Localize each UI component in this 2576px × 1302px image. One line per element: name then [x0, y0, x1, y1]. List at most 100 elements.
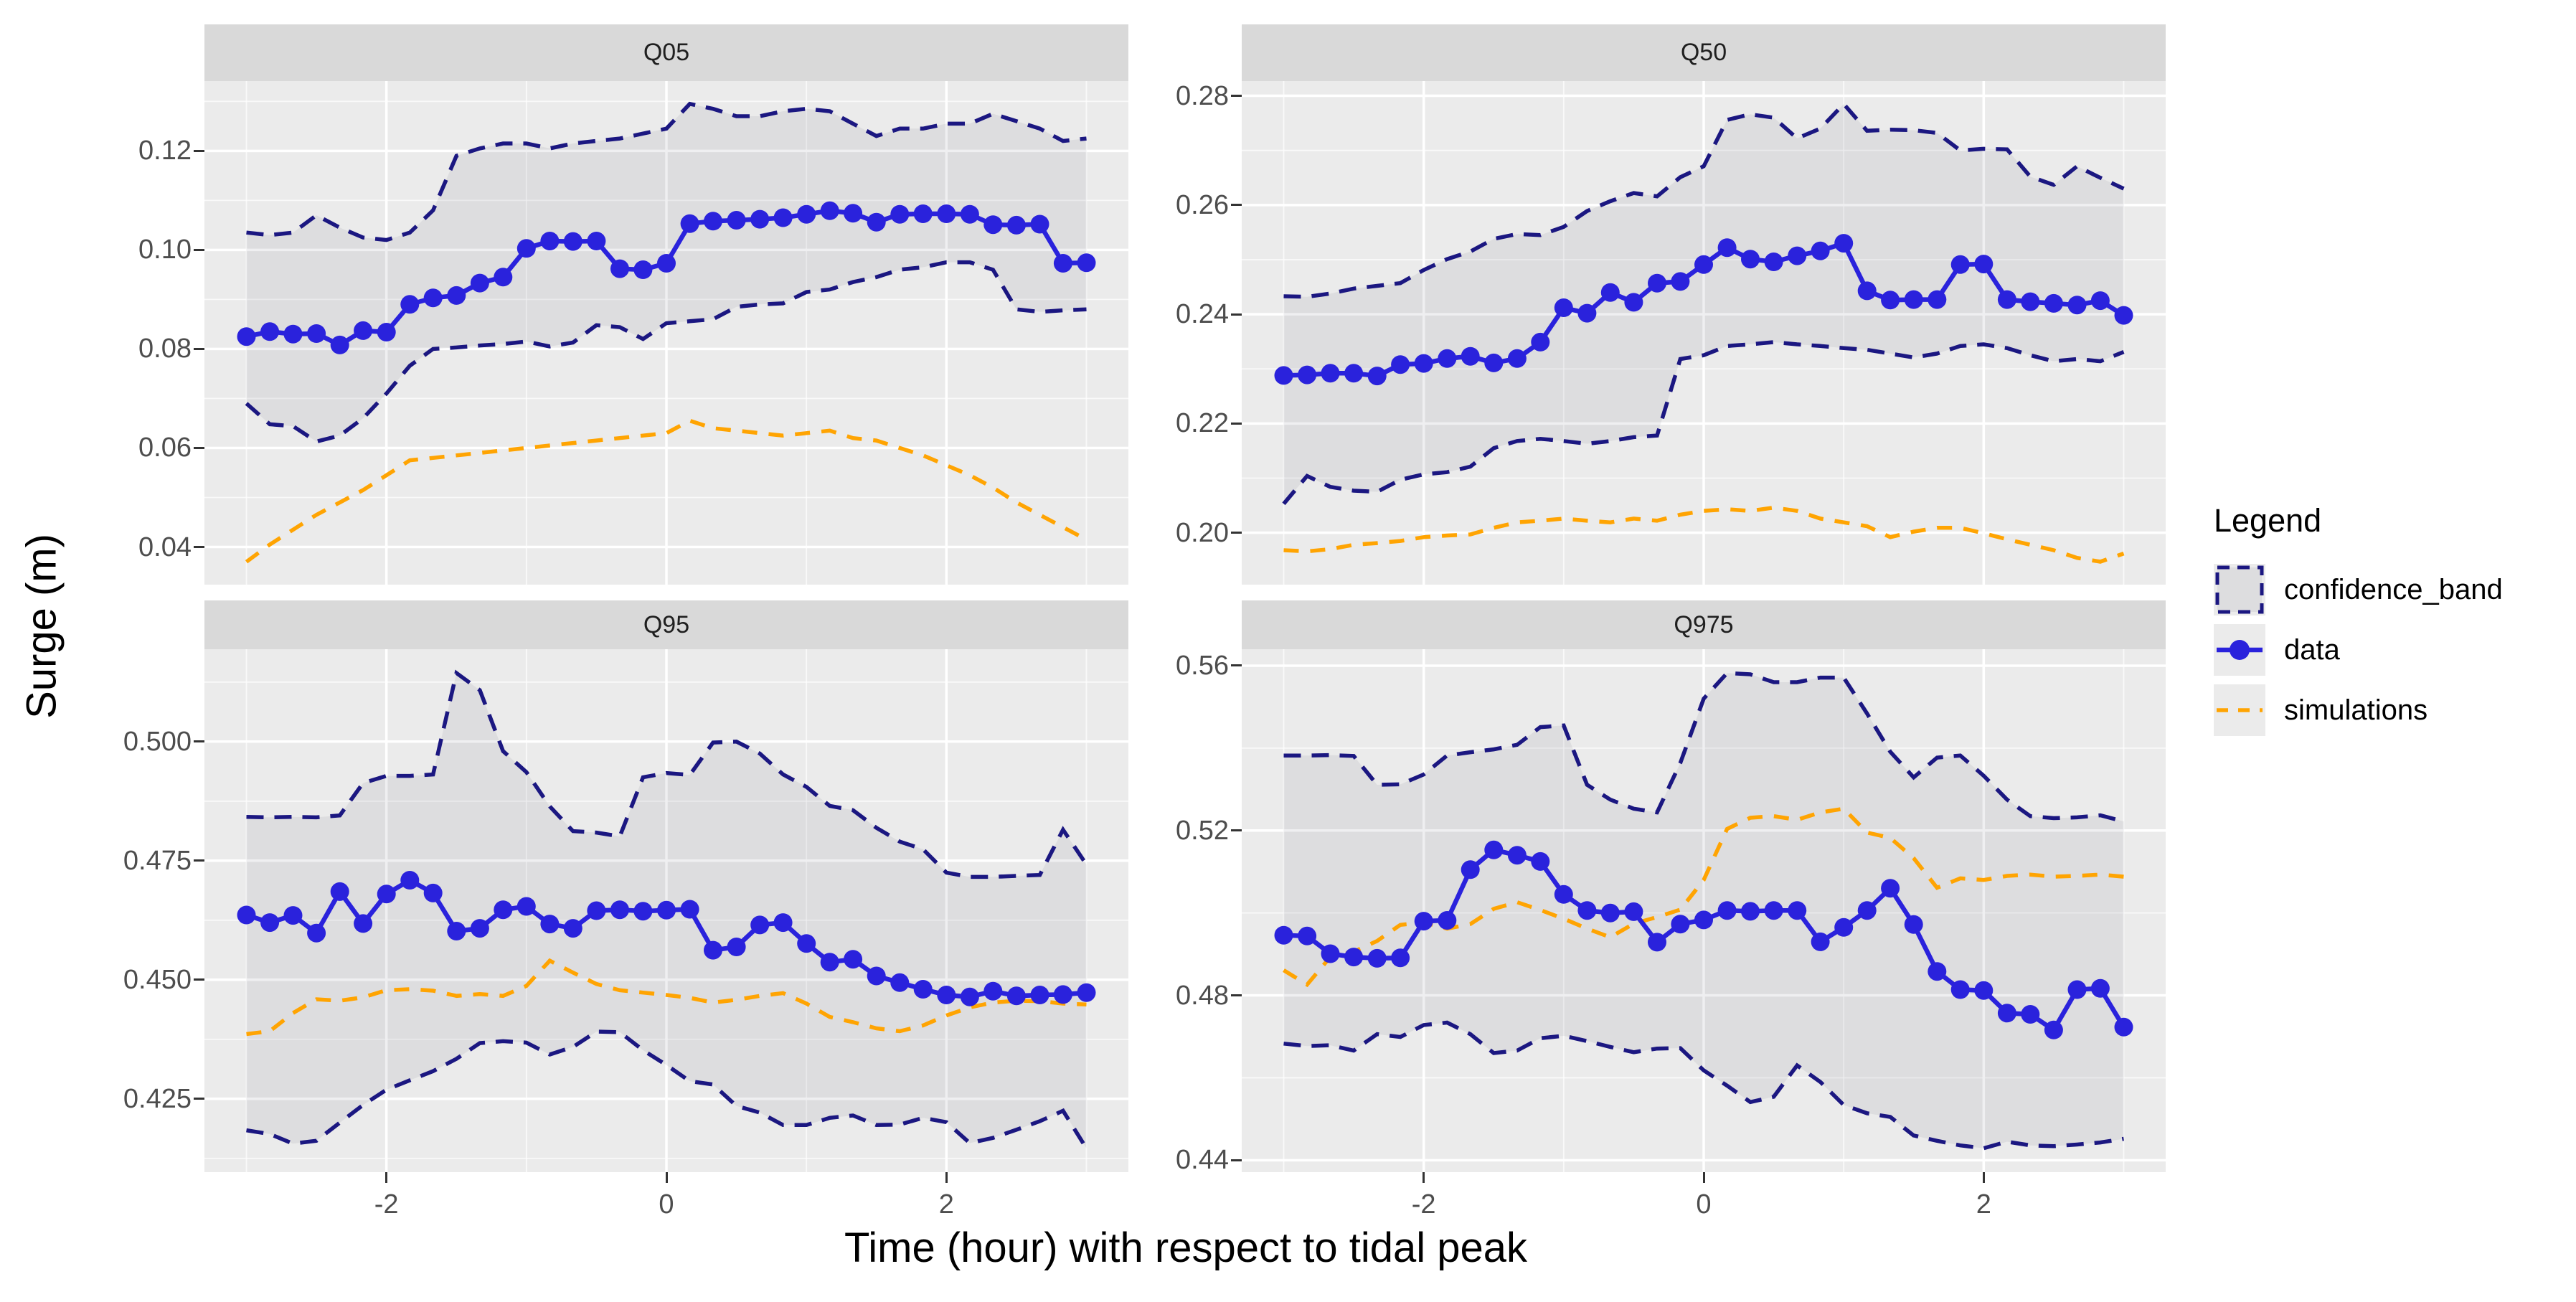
data-point: [1438, 911, 1457, 930]
data-point: [680, 214, 699, 233]
data-point: [2044, 1020, 2063, 1039]
data-point: [1741, 250, 1760, 269]
data-point: [307, 324, 326, 343]
data-point: [1577, 901, 1597, 920]
data-point: [2090, 978, 2110, 998]
data-point: [773, 913, 793, 933]
y-tick-label: 0.24: [1176, 299, 1229, 330]
simulations-key-icon: [2214, 684, 2265, 736]
data-point: [2067, 980, 2087, 999]
y-tick-label: 0.06: [138, 433, 192, 463]
data-point: [1006, 215, 1026, 235]
legend-item-simulations: simulations: [2214, 684, 2573, 736]
y-tick-label: 0.52: [1176, 815, 1229, 846]
data-point: [1811, 932, 1830, 951]
data-point: [890, 204, 910, 224]
data-point: [330, 335, 349, 354]
data-point: [237, 905, 256, 925]
data-point: [1077, 253, 1096, 273]
data-point: [610, 259, 629, 278]
data-point: [2114, 1017, 2133, 1037]
data-point: [610, 900, 629, 920]
legend-item-data: data: [2214, 624, 2573, 676]
data-point: [587, 232, 606, 250]
data-point: [1414, 354, 1433, 373]
data-point: [1030, 214, 1049, 234]
data-point: [1484, 353, 1504, 372]
y-tick-mark: [1231, 664, 1242, 667]
data-point: [494, 268, 513, 287]
y-tick-mark: [194, 859, 204, 862]
y-tick-label: 0.44: [1176, 1145, 1229, 1176]
data-point: [820, 201, 839, 220]
data-point: [2044, 293, 2063, 313]
data-point: [1624, 902, 1643, 921]
data-point: [1321, 364, 1340, 383]
data-point: [540, 232, 560, 250]
y-tick-label: 0.500: [123, 726, 192, 757]
data-point: [260, 913, 280, 933]
x-tick-label: 2: [1976, 1189, 1991, 1220]
data-point: [960, 987, 979, 1006]
data-point: [773, 208, 793, 227]
data-point: [1904, 290, 1923, 309]
data-point: [1053, 254, 1072, 273]
simulations-line: [1283, 505, 2125, 564]
y-tick-label: 0.48: [1176, 980, 1229, 1011]
data-point: [1928, 962, 1947, 981]
data-point: [1006, 986, 1026, 1006]
facet-strip-label: Q975: [1674, 610, 1734, 638]
data-key-icon: [2214, 624, 2265, 676]
data-point: [1974, 255, 1994, 274]
data-point: [1671, 272, 1690, 291]
x-tick-label: 0: [659, 1189, 674, 1220]
data-point: [1367, 948, 1387, 968]
data-point: [447, 286, 466, 305]
data-point: [1648, 933, 1666, 952]
data-point: [1974, 981, 1994, 1000]
y-tick-label: 0.425: [123, 1083, 192, 1114]
data-point: [1717, 238, 1737, 258]
data-point: [1507, 846, 1527, 865]
confidence-band-upper-line: [246, 101, 1087, 242]
x-tick-mark: [1702, 1172, 1705, 1183]
data-point: [400, 871, 420, 890]
data-point: [1928, 290, 1947, 309]
legend-item-label: confidence_band: [2284, 573, 2503, 605]
y-tick-label: 0.04: [138, 532, 192, 562]
data-point: [1600, 903, 1620, 923]
data-point: [1881, 879, 1900, 898]
legend: Legend confidence_band data simulations: [2197, 502, 2573, 745]
data-point: [867, 212, 886, 232]
y-tick-mark: [1231, 994, 1242, 997]
data-point: [1531, 332, 1550, 352]
data-point: [1077, 983, 1096, 1002]
y-tick-label: 0.20: [1176, 517, 1229, 548]
data-point: [1600, 283, 1620, 302]
data-point: [494, 900, 513, 920]
legend-item-label: data: [2284, 633, 2340, 666]
data-point: [750, 915, 770, 935]
data-point: [563, 232, 582, 251]
data-point: [1554, 884, 1573, 904]
y-tick-label: 0.56: [1176, 650, 1229, 681]
data-point: [1577, 303, 1597, 323]
data-point: [1030, 986, 1049, 1004]
data-point: [1298, 365, 1317, 385]
data-point: [1321, 944, 1340, 963]
data-point: [377, 884, 396, 904]
y-tick-mark: [194, 347, 204, 350]
facet-strip-q05: Q05: [204, 24, 1128, 81]
data-point: [1484, 840, 1504, 859]
data-point: [400, 295, 420, 314]
data-point: [983, 215, 1003, 235]
data-point: [937, 986, 956, 1004]
panel-plot-q975: [1242, 649, 2166, 1172]
data-point: [447, 922, 466, 940]
data-point: [354, 321, 373, 340]
y-tick-mark: [1231, 532, 1242, 534]
y-tick-mark: [1231, 829, 1242, 832]
data-point: [1367, 367, 1387, 386]
data-point: [1741, 902, 1760, 921]
data-point: [844, 950, 863, 969]
